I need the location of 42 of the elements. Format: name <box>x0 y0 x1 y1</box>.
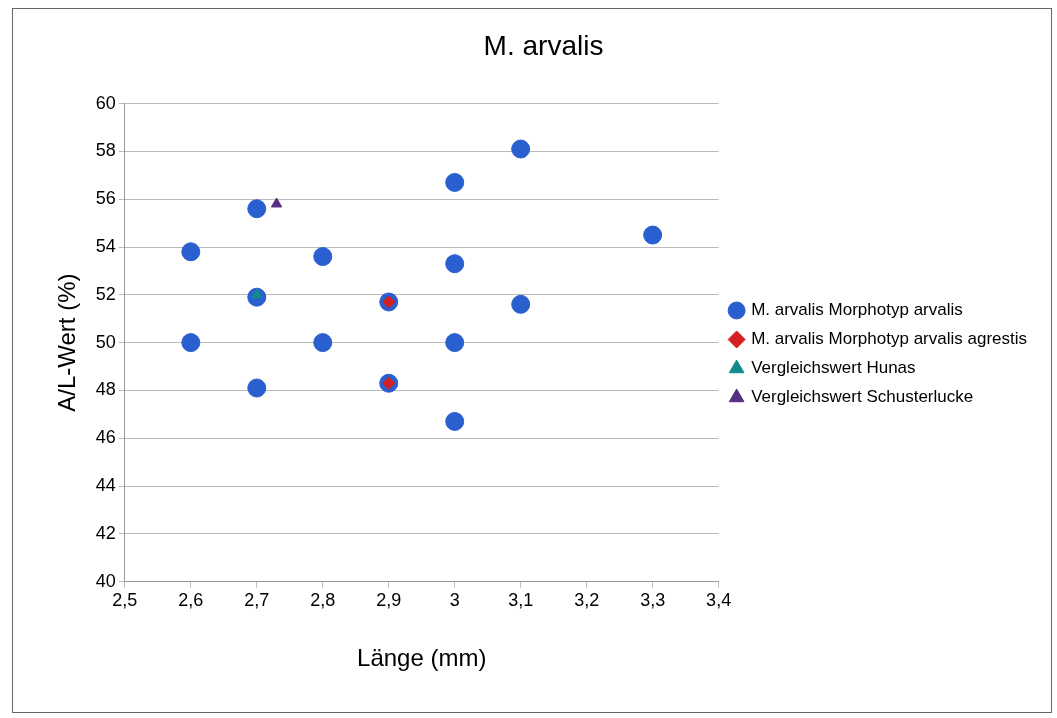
x-tick-label: 2,5 <box>112 590 138 611</box>
y-tick-label: 54 <box>95 235 116 256</box>
x-tick-label: 3 <box>449 590 460 611</box>
point <box>181 242 201 262</box>
legend-label: M. arvalis Morphotyp arvalis agrestis <box>751 329 1028 349</box>
x-tick-label: 2,9 <box>376 590 402 611</box>
x-tick-label: 3,1 <box>508 590 534 611</box>
x-tick-label: 2,8 <box>310 590 336 611</box>
legend-label: Vergleichswert Hunas <box>751 358 916 378</box>
point <box>313 333 333 353</box>
y-tick-label: 58 <box>95 140 116 161</box>
y-tick-label: 60 <box>95 92 116 113</box>
point <box>511 294 531 314</box>
y-tick-label: 50 <box>95 331 116 352</box>
x-tick-label: 2,6 <box>178 590 204 611</box>
point <box>445 333 465 353</box>
x-tick-label: 3,4 <box>706 590 732 611</box>
y-tick-label: 42 <box>95 522 116 543</box>
legend-label: M. arvalis Morphotyp arvalis <box>751 300 963 320</box>
y-tick-label: 52 <box>95 283 116 304</box>
point <box>313 247 333 267</box>
x-tick-label: 3,2 <box>574 590 600 611</box>
point <box>247 378 267 398</box>
point <box>181 333 201 353</box>
y-tick-label: 44 <box>95 474 116 495</box>
y-tick-label: 48 <box>95 379 116 400</box>
point <box>445 411 465 431</box>
x-tick-label: 2,7 <box>244 590 270 611</box>
point <box>445 254 465 274</box>
point <box>511 139 531 159</box>
chart-title: M. arvalis <box>483 29 604 61</box>
x-tick-label: 3,3 <box>640 590 666 611</box>
x-axis-title: Länge (mm) <box>357 644 487 672</box>
point <box>247 199 267 219</box>
y-tick-label: 56 <box>95 188 116 209</box>
point <box>445 172 465 192</box>
legend-label: Vergleichswert Schusterlucke <box>751 387 974 407</box>
y-axis-title: A/L-Wert (%) <box>53 273 81 412</box>
y-tick-label: 46 <box>95 427 116 448</box>
y-tick-label: 40 <box>95 570 116 591</box>
point <box>643 225 663 245</box>
point <box>270 197 283 208</box>
